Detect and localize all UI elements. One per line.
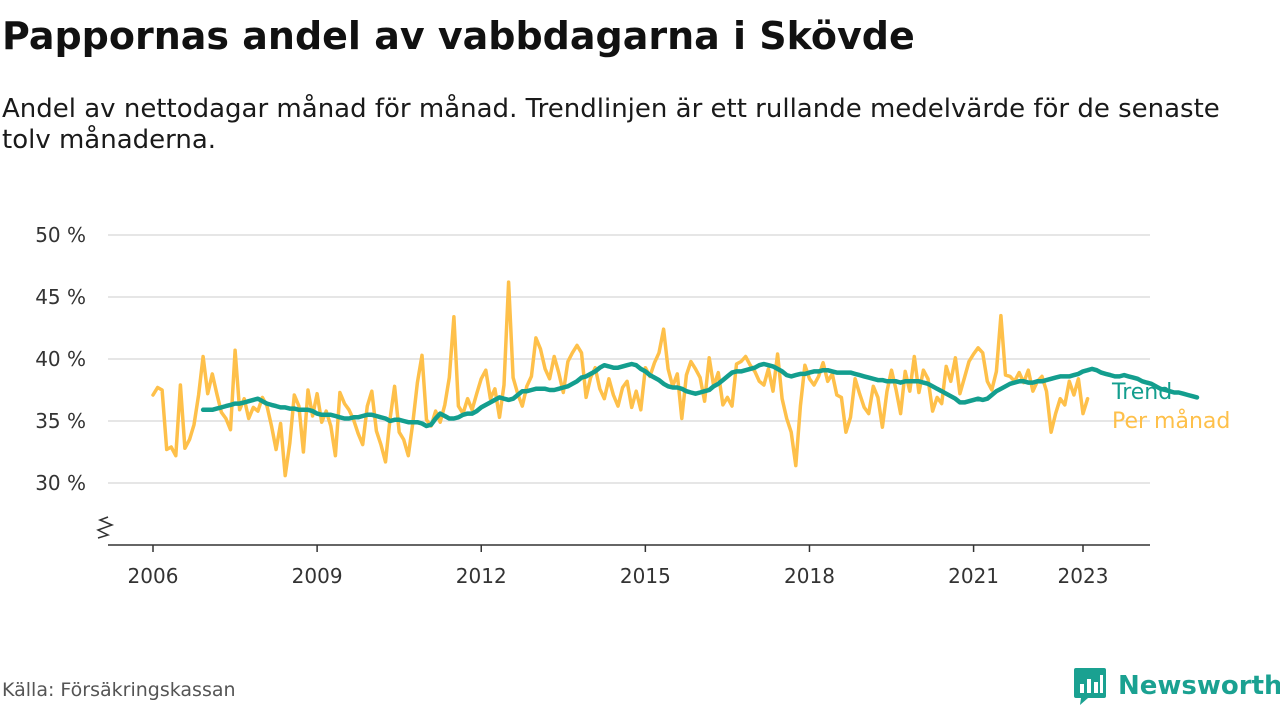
y-tick-label: 40 % (35, 347, 86, 371)
y-tick-label: 45 % (35, 285, 86, 309)
series-label-trend: Trend (1111, 380, 1172, 405)
logo-chart-icon (1074, 668, 1106, 705)
x-tick-label: 2015 (620, 564, 671, 588)
chart-subtitle: Andel av nettodagar månad för månad. Tre… (2, 94, 1220, 156)
y-tick-label: 30 % (35, 471, 86, 495)
x-tick-label: 2018 (784, 564, 835, 588)
series-line-trend (200, 361, 1200, 429)
y-tick-label: 50 % (35, 223, 86, 247)
x-tick-label: 2009 (292, 564, 343, 588)
axes: 30 % 35 % 40 % 45 % 50 % 2006 2009 2012 2015 2018… (35, 223, 1150, 588)
line-chart: 30 % 35 % 40 % 45 % 50 % 2006 2009 2012 2015 2018… (35, 223, 1230, 588)
series-lines (151, 280, 1200, 478)
y-tick-label: 35 % (35, 409, 86, 433)
grid-lines (108, 234, 1150, 484)
source-note: Källa: Försäkringskassan (2, 679, 236, 701)
x-tick-label: 2021 (948, 564, 999, 588)
brand-name: Newsworthy (1118, 671, 1280, 701)
series-label-per-manad: Per månad (1112, 408, 1230, 434)
series-line-per-manad (151, 280, 1090, 478)
y-axis-break-mark (96, 516, 115, 539)
chart-title: Pappornas andel av vabbdagarna i Skövde (2, 14, 915, 58)
x-tick-label: 2006 (128, 564, 179, 588)
x-tick-label: 2012 (456, 564, 507, 588)
x-tick-label: 2023 (1058, 564, 1109, 588)
series-labels: Trend Per månad (1111, 380, 1230, 434)
newsworthy-logo: Newsworthy (1072, 664, 1280, 708)
